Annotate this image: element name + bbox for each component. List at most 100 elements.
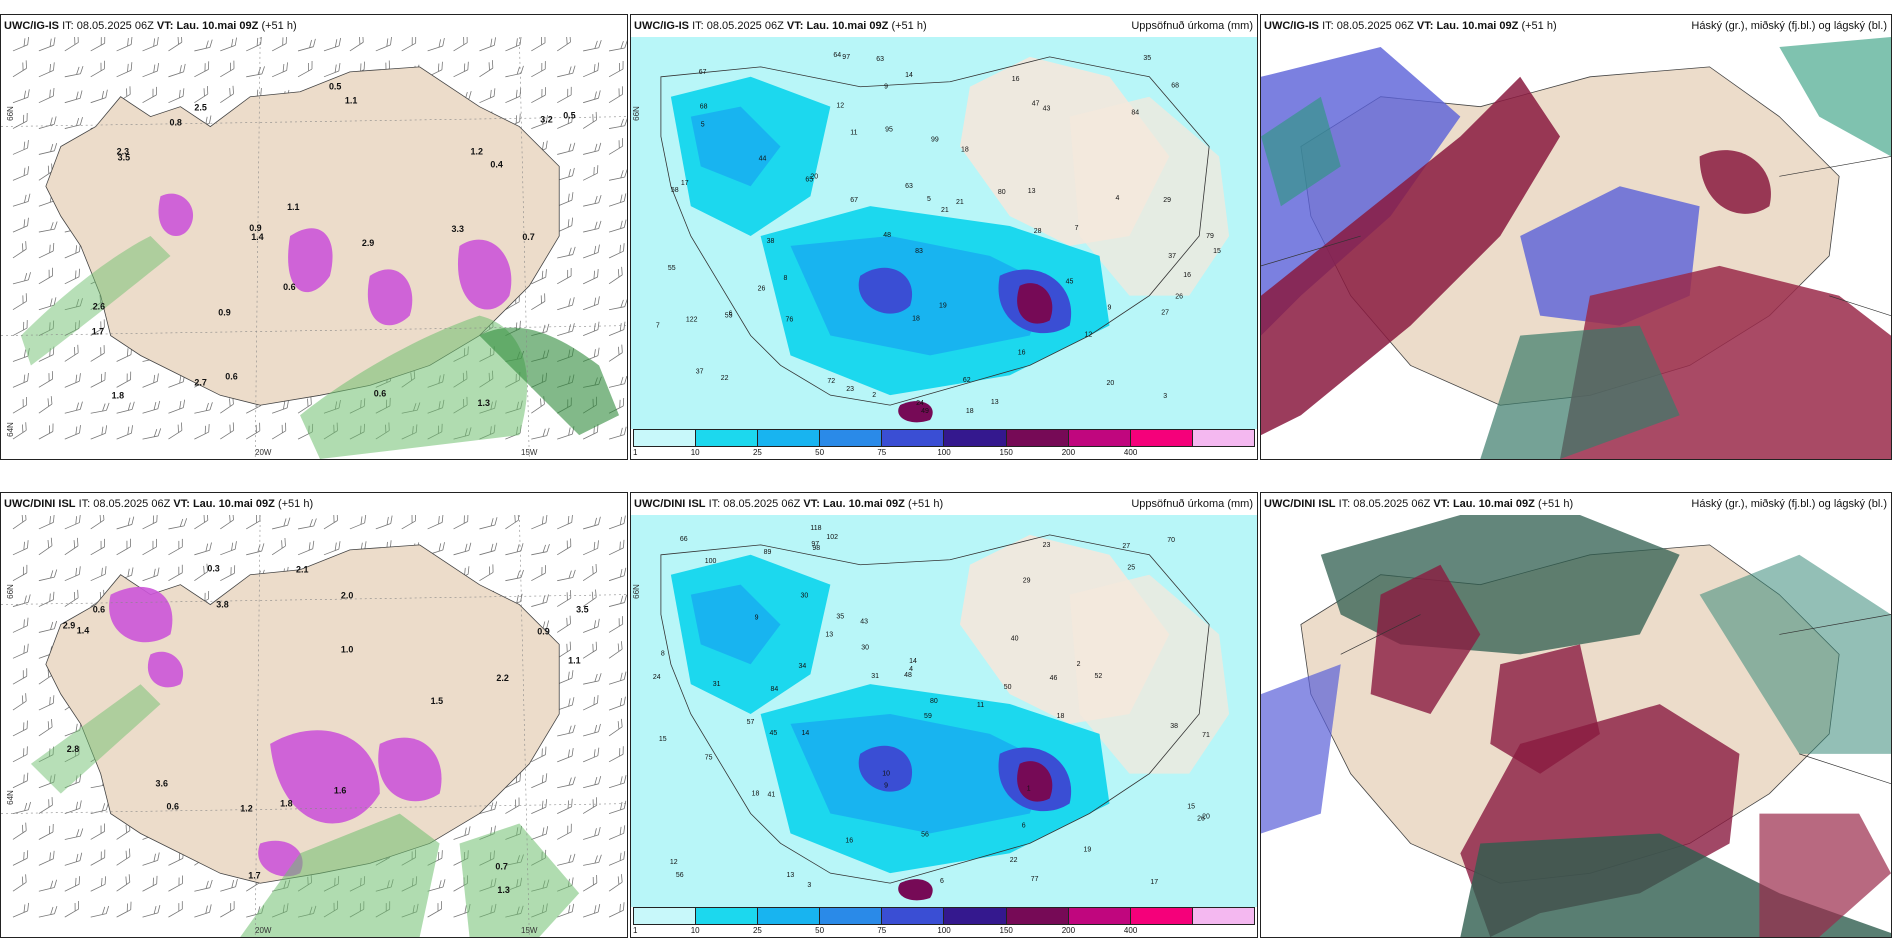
colorbar-swatch xyxy=(1006,908,1069,924)
wind-barb xyxy=(583,775,602,789)
wind-barb xyxy=(608,118,627,129)
colorbar-tick-label: 75 xyxy=(877,926,887,935)
precip-value-label: 12 xyxy=(670,859,678,866)
wind-barb xyxy=(12,60,27,78)
precip-value-label: 3 xyxy=(1163,393,1167,400)
colorbar-swatch xyxy=(1192,430,1254,446)
wind-barb xyxy=(479,801,498,814)
precip-value-label: 67 xyxy=(699,69,707,76)
precip-value-label: 71 xyxy=(1202,732,1210,739)
wind-barb xyxy=(38,569,58,582)
wind-barb xyxy=(608,344,623,362)
wind-barb xyxy=(38,906,58,918)
precip-value-label: 18 xyxy=(752,791,760,798)
wind-barb xyxy=(401,515,416,530)
wind-barb xyxy=(246,37,262,52)
precip-value-label: 75 xyxy=(705,755,713,762)
wind-barb xyxy=(608,266,623,285)
colorbar-tick-label: 200 xyxy=(1061,926,1076,935)
wind-barb xyxy=(583,40,602,52)
wind-barb xyxy=(116,874,131,892)
wind-map-bottom: 2.1 2.0 1.5 3.6 3.5 0.6 1.7 1.1 1.4 3.8 0.7 1.0 1.2 0… xyxy=(1,515,627,937)
wind-barb xyxy=(505,65,524,78)
colorbar-swatch xyxy=(1130,908,1193,924)
colorbar-swatch xyxy=(820,430,883,446)
precip-value-label: 23 xyxy=(1043,542,1051,549)
wind-barb xyxy=(297,518,317,530)
panel-header: UWC/DINI ISL IT: 08.05.2025 06Z VT: Lau.… xyxy=(631,493,1257,515)
wind-barb xyxy=(220,878,238,892)
wind-barb xyxy=(38,242,55,259)
precip-value-label: 43 xyxy=(860,618,868,625)
wind-barb xyxy=(557,615,571,633)
precip-value-label: 55 xyxy=(725,313,733,320)
colorbar-tick-label: 150 xyxy=(999,448,1013,457)
panel-title-right: Uppsöfnuð úrkoma (mm) xyxy=(1131,20,1253,32)
colorbar-swatch xyxy=(634,908,697,924)
colorbar-tick-label: 10 xyxy=(690,448,700,457)
wind-barb xyxy=(375,515,393,530)
colorbar-swatch xyxy=(820,908,883,924)
wind-barb xyxy=(220,541,237,556)
wind-barb xyxy=(38,797,53,814)
colorbar-tick-label: 400 xyxy=(1123,926,1138,935)
wind-barb xyxy=(323,515,338,530)
precip-amount-label: 1.4 xyxy=(77,625,89,635)
wind-barb xyxy=(12,320,28,336)
wind-barb xyxy=(64,537,79,556)
wind-barb xyxy=(116,538,131,556)
wind-barb xyxy=(453,61,469,78)
precip-value-label: 16 xyxy=(1018,349,1026,356)
precip-value-label: 24 xyxy=(653,674,661,681)
wind-barb xyxy=(194,563,208,582)
colorbar-swatch xyxy=(758,430,821,446)
wind-barb xyxy=(531,61,546,78)
precip-value-label: 50 xyxy=(1004,684,1012,691)
wind-barb xyxy=(90,89,108,104)
wind-barb xyxy=(168,901,183,918)
wind-barb xyxy=(557,267,572,285)
wind-barb xyxy=(90,905,110,918)
precip-value-label: 64 xyxy=(833,52,841,59)
wind-barb xyxy=(557,86,572,104)
wind-barb xyxy=(12,540,29,556)
wind-barb xyxy=(90,37,106,52)
precip-value-label: 8 xyxy=(784,275,788,282)
wind-barb xyxy=(608,696,626,711)
precip-value-label: 2 xyxy=(872,392,876,399)
wind-barb xyxy=(116,62,133,78)
precip-value-label: 38 xyxy=(1170,723,1178,730)
wind-barb xyxy=(582,540,599,556)
precip-value-label: 26 xyxy=(1197,815,1205,822)
wind-barb xyxy=(38,423,54,440)
precip-value-label: 76 xyxy=(786,317,794,324)
precip-value-label: 80 xyxy=(998,189,1006,196)
wind-barb xyxy=(505,797,520,814)
wind-barb xyxy=(479,564,494,582)
precip-value-label: 6 xyxy=(940,878,944,885)
colorbar-swatch xyxy=(1130,430,1193,446)
wind-barb xyxy=(505,569,524,582)
precip-value-label: 99 xyxy=(931,136,939,143)
panel-header: UWC/IG-IS IT: 08.05.2025 06Z VT: Lau. 10… xyxy=(1,15,627,37)
precip-value-label: 55 xyxy=(668,265,676,272)
wind-barb xyxy=(479,37,496,52)
wind-barb xyxy=(557,823,572,840)
precip-value-label: 102 xyxy=(826,534,838,541)
wind-barb xyxy=(583,673,602,685)
wind-barb xyxy=(38,879,58,892)
lat-label: 66N xyxy=(5,584,15,599)
wind-barb xyxy=(220,565,236,582)
lat-label: 66N xyxy=(631,106,641,121)
wind-barb xyxy=(531,269,547,285)
wind-barb xyxy=(38,537,53,556)
wind-barb xyxy=(427,901,442,918)
wind-barb xyxy=(12,772,29,789)
wind-barb xyxy=(38,371,53,388)
wind-barb xyxy=(194,542,212,556)
precip-value-label: 31 xyxy=(713,681,721,688)
precip-value-label: 77 xyxy=(1031,876,1039,883)
wind-barb xyxy=(220,85,234,104)
precip-value-label: 12 xyxy=(1085,331,1093,338)
precip-value-label: 23 xyxy=(846,386,854,393)
